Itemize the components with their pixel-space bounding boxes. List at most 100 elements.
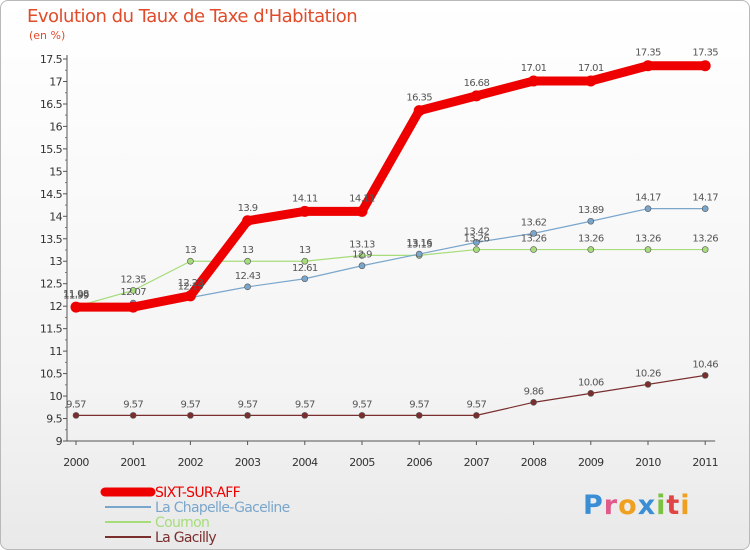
legend-label: La Chapelle-Gaceline	[155, 500, 290, 516]
data-point	[184, 290, 196, 302]
data-point	[585, 75, 597, 87]
data-point	[530, 230, 537, 237]
data-point	[242, 215, 254, 227]
data-point	[587, 246, 595, 253]
chart-unit: (en %)	[29, 29, 66, 42]
y-tick-label: 9	[56, 435, 63, 448]
data-point	[701, 372, 709, 379]
data-label: 13	[185, 245, 197, 256]
data-point	[644, 381, 652, 388]
data-point	[187, 412, 194, 419]
data-point	[301, 275, 309, 283]
data-label: 13.13	[349, 239, 375, 250]
legend-label: La Gacilly	[155, 530, 216, 546]
y-tick-label: 10.5	[40, 368, 63, 381]
y-tick-label: 15.5	[40, 143, 63, 156]
legend-label: SIXT-SUR-AFF	[155, 485, 241, 501]
y-tick-label: 11.5	[40, 323, 63, 336]
data-label: 13.26	[521, 234, 547, 245]
data-label: 16.35	[406, 93, 432, 104]
data-point	[644, 246, 652, 253]
data-point	[301, 257, 309, 265]
y-tick-label: 12.5	[40, 278, 63, 291]
data-label: 12.9	[352, 250, 372, 261]
data-label: 13.16	[406, 238, 432, 249]
data-labels-layer: 9.57 9.57 9.57 9.57 9.57 9.57 9.57 9.57 9.86 10.0…	[63, 48, 719, 411]
data-label: 14.11	[349, 193, 375, 204]
data-label: 12.07	[120, 287, 146, 298]
y-tick-label: 13	[49, 255, 62, 268]
y-tick-label: 11	[49, 345, 62, 358]
data-label: 13.26	[578, 234, 604, 245]
data-point	[699, 60, 711, 72]
data-label: 14.17	[692, 193, 718, 204]
data-label: 9.57	[466, 399, 486, 410]
data-label: 14.17	[635, 193, 661, 204]
data-label: 12.61	[292, 263, 318, 274]
data-label: 10.26	[635, 368, 661, 379]
data-point	[473, 412, 480, 419]
data-label: 11.99	[63, 291, 89, 302]
data-label: 13.62	[521, 217, 547, 228]
data-label: 13	[299, 245, 311, 256]
data-point	[356, 205, 368, 217]
data-label: 9.57	[66, 399, 86, 410]
data-label: 13.26	[635, 234, 661, 245]
x-tick-label: 2002	[178, 456, 204, 469]
data-label: 10.46	[692, 359, 718, 370]
proxiti-logo: Proxiti	[583, 490, 691, 521]
x-tick-label: 2011	[692, 456, 718, 469]
x-tick-label: 2006	[406, 456, 432, 469]
data-point	[530, 246, 537, 253]
data-label: 11.99	[63, 291, 89, 302]
data-point	[301, 412, 309, 419]
data-point	[244, 412, 251, 419]
data-label: 9.57	[409, 399, 429, 410]
data-point	[244, 257, 251, 265]
data-point	[358, 412, 366, 419]
data-point	[244, 283, 251, 291]
data-label: 12.23	[178, 278, 204, 289]
data-point	[530, 399, 537, 406]
series-line-2	[75, 248, 706, 308]
data-point	[358, 252, 366, 259]
x-tick-label: 2003	[235, 456, 261, 469]
data-label: 13	[242, 245, 254, 256]
y-tick-label: 17	[49, 75, 62, 88]
data-label: 17.35	[635, 48, 661, 59]
data-point	[701, 246, 709, 253]
x-tick-label: 2007	[464, 456, 490, 469]
data-label: 9.57	[352, 399, 372, 410]
y-tick-label: 10	[49, 390, 62, 403]
data-point	[415, 250, 423, 258]
data-point	[701, 205, 709, 212]
data-point	[129, 412, 137, 419]
series-line-1	[75, 208, 706, 308]
series-line-0	[71, 61, 710, 312]
data-label: 9.57	[123, 399, 143, 410]
data-point	[129, 287, 137, 294]
x-tick-label: 2001	[120, 456, 146, 469]
data-point	[473, 239, 480, 246]
data-point	[413, 105, 425, 117]
data-point	[644, 205, 652, 212]
data-label: 13.26	[692, 234, 718, 245]
data-label: 13.89	[578, 205, 604, 216]
y-tick-label: 14.5	[40, 188, 63, 201]
data-label: 14.11	[292, 193, 318, 204]
x-tick-label: 2004	[292, 456, 318, 469]
series-layer	[70, 60, 711, 419]
data-label: 13.13	[406, 239, 432, 250]
data-label: 17.01	[521, 63, 547, 74]
x-tick-label: 2000	[63, 456, 89, 469]
data-label: 12.35	[120, 274, 146, 285]
y-tick-label: 14	[49, 210, 62, 223]
data-point	[473, 246, 480, 253]
y-tick-label: 13.5	[40, 233, 63, 246]
data-label: 16.68	[464, 78, 490, 89]
data-label: 12.19	[178, 282, 204, 293]
data-label: 13.42	[464, 226, 490, 237]
